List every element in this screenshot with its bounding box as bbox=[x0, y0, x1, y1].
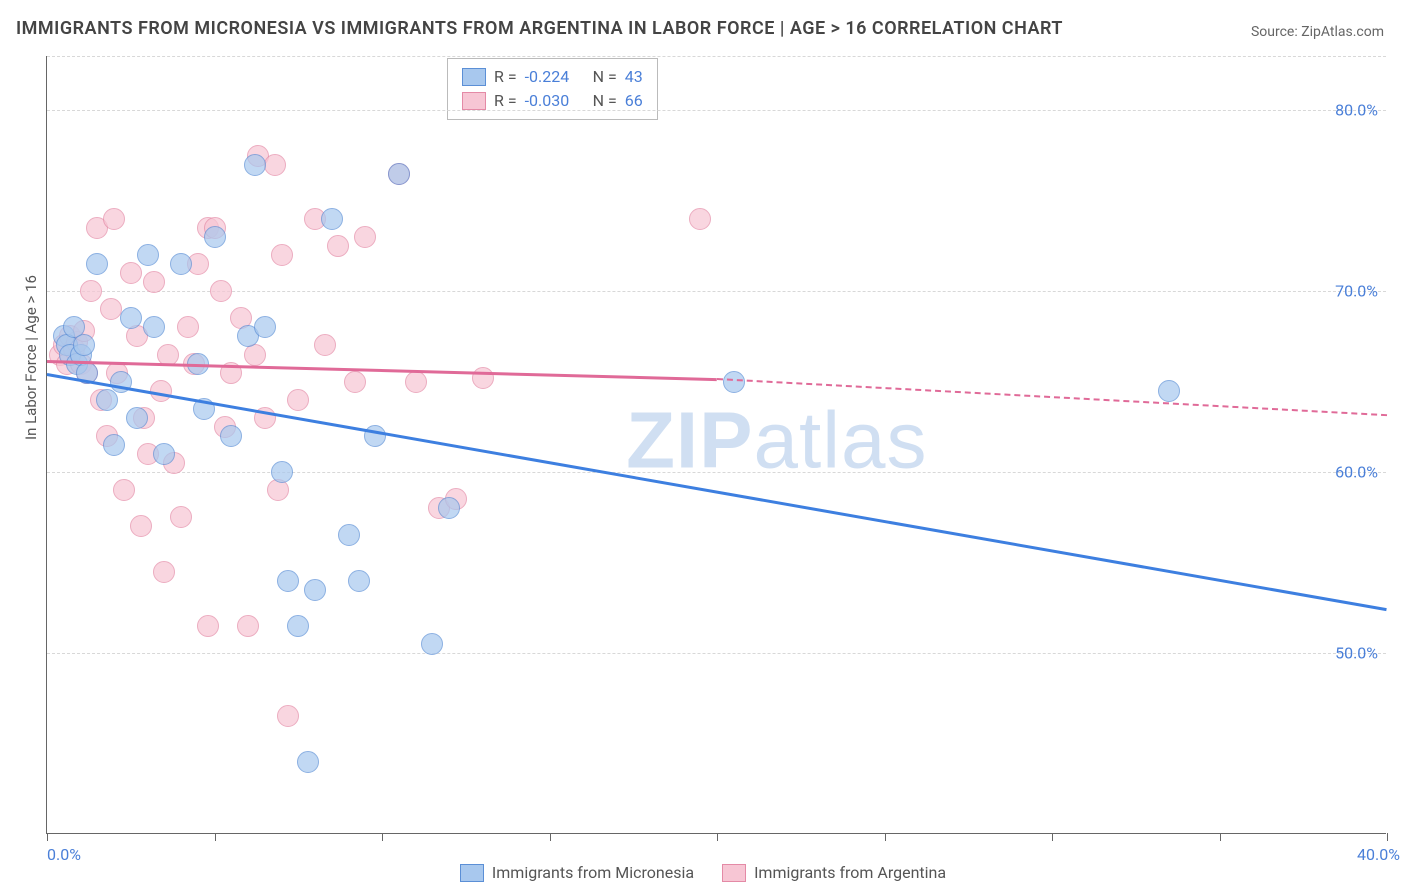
legend-label-micronesia: Immigrants from Micronesia bbox=[492, 863, 694, 882]
data-point bbox=[126, 407, 148, 429]
N-value: 43 bbox=[625, 65, 643, 89]
data-point bbox=[689, 208, 711, 230]
data-point bbox=[86, 253, 108, 275]
data-point bbox=[100, 298, 122, 320]
data-point bbox=[73, 334, 95, 356]
data-point bbox=[237, 615, 259, 637]
x-tick bbox=[215, 833, 216, 841]
data-point bbox=[1158, 380, 1180, 402]
data-point bbox=[170, 506, 192, 528]
data-point bbox=[405, 371, 427, 393]
data-point bbox=[364, 425, 386, 447]
data-point bbox=[143, 316, 165, 338]
R-value: -0.224 bbox=[525, 65, 585, 89]
x-tick bbox=[382, 833, 383, 841]
data-point bbox=[130, 515, 152, 537]
data-point bbox=[472, 367, 494, 389]
data-point bbox=[153, 443, 175, 465]
data-point bbox=[153, 561, 175, 583]
y-tick-label: 70.0% bbox=[1335, 282, 1378, 301]
data-point bbox=[220, 425, 242, 447]
y-tick-label: 50.0% bbox=[1335, 644, 1378, 663]
x-tick bbox=[885, 833, 886, 841]
data-point bbox=[177, 316, 199, 338]
data-point bbox=[244, 154, 266, 176]
gridline bbox=[47, 653, 1386, 654]
data-point bbox=[277, 705, 299, 727]
data-point bbox=[254, 316, 276, 338]
data-point bbox=[321, 208, 343, 230]
swatch-icon bbox=[462, 68, 486, 86]
data-point bbox=[354, 226, 376, 248]
swatch-argentina bbox=[722, 864, 746, 882]
source-label: Source: ZipAtlas.com bbox=[1251, 24, 1384, 40]
data-point bbox=[338, 524, 360, 546]
y-tick-label: 60.0% bbox=[1335, 463, 1378, 482]
swatch-micronesia bbox=[460, 864, 484, 882]
regression-line bbox=[717, 378, 1387, 416]
data-point bbox=[344, 371, 366, 393]
data-point bbox=[297, 751, 319, 773]
data-point bbox=[197, 615, 219, 637]
N-label: N = bbox=[593, 65, 617, 89]
gridline bbox=[47, 472, 1386, 473]
x-tick bbox=[717, 833, 718, 841]
y-tick-label: 80.0% bbox=[1335, 101, 1378, 120]
R-label: R = bbox=[494, 65, 517, 89]
data-point bbox=[96, 389, 118, 411]
data-point bbox=[170, 253, 192, 275]
x-tick bbox=[1387, 833, 1388, 841]
data-point bbox=[388, 163, 410, 185]
legend-label-argentina: Immigrants from Argentina bbox=[754, 863, 946, 882]
regression-line bbox=[47, 373, 1387, 611]
data-point bbox=[723, 371, 745, 393]
legend-item-argentina: Immigrants from Argentina bbox=[722, 863, 946, 882]
data-point bbox=[271, 244, 293, 266]
data-point bbox=[287, 389, 309, 411]
data-point bbox=[210, 280, 232, 302]
data-point bbox=[271, 461, 293, 483]
data-point bbox=[137, 244, 159, 266]
data-point bbox=[103, 208, 125, 230]
data-point bbox=[264, 154, 286, 176]
stats-row-micronesia: R = -0.224 N = 43 bbox=[462, 65, 643, 89]
x-tick-label: 0.0% bbox=[47, 845, 81, 864]
y-axis-label: In Labor Force | Age > 16 bbox=[22, 275, 40, 440]
data-point bbox=[314, 334, 336, 356]
data-point bbox=[277, 570, 299, 592]
data-point bbox=[287, 615, 309, 637]
data-point bbox=[113, 479, 135, 501]
regression-line bbox=[47, 360, 717, 381]
data-point bbox=[143, 271, 165, 293]
data-point bbox=[103, 434, 125, 456]
data-point bbox=[327, 235, 349, 257]
data-point bbox=[348, 570, 370, 592]
x-tick bbox=[550, 833, 551, 841]
plot-area: ZIPatlas R =-0.224N =43R =-0.030N =66 50… bbox=[46, 56, 1386, 834]
gridline bbox=[47, 110, 1386, 111]
x-tick bbox=[47, 833, 48, 841]
series-legend: Immigrants from Micronesia Immigrants fr… bbox=[0, 863, 1406, 882]
swatch-icon bbox=[462, 92, 486, 110]
chart-title: IMMIGRANTS FROM MICRONESIA VS IMMIGRANTS… bbox=[16, 18, 1063, 39]
data-point bbox=[421, 633, 443, 655]
data-point bbox=[304, 579, 326, 601]
gridline bbox=[47, 291, 1386, 292]
gridline bbox=[47, 56, 1386, 57]
x-tick bbox=[1220, 833, 1221, 841]
data-point bbox=[438, 497, 460, 519]
x-tick bbox=[1052, 833, 1053, 841]
x-tick-label: 40.0% bbox=[1357, 845, 1400, 864]
legend-item-micronesia: Immigrants from Micronesia bbox=[460, 863, 694, 882]
data-point bbox=[120, 307, 142, 329]
data-point bbox=[80, 280, 102, 302]
data-point bbox=[204, 226, 226, 248]
data-point bbox=[120, 262, 142, 284]
